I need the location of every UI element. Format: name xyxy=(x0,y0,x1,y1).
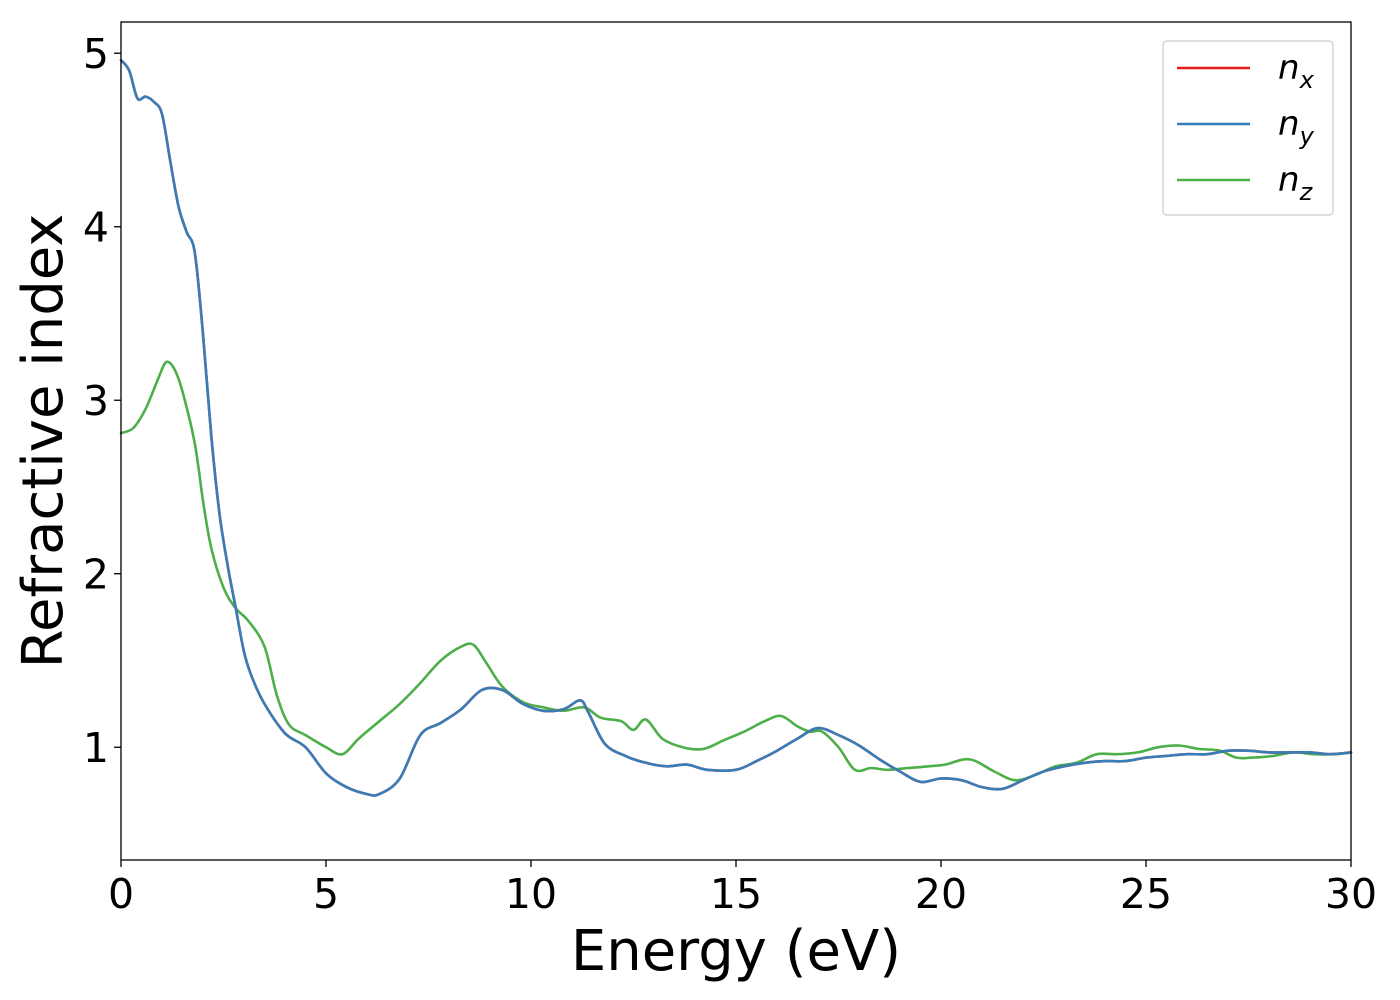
series-layer xyxy=(119,58,1353,797)
legend-label-main: n xyxy=(1278,160,1300,200)
plot-frame xyxy=(120,21,1352,861)
y-tick-label: 5 xyxy=(83,30,109,78)
legend-label-n-x: nx xyxy=(1278,48,1315,94)
x-tick-label: 0 xyxy=(108,870,134,918)
legend-label-subscript: x xyxy=(1299,66,1315,94)
series-line-n-z xyxy=(119,360,1353,782)
y-tick-label: 2 xyxy=(83,551,109,599)
x-tick-label: 20 xyxy=(915,870,967,918)
y-axis-ticks: 1 2 3 4 5 xyxy=(83,30,121,772)
y-tick-label: 1 xyxy=(83,724,109,772)
x-tick-label: 15 xyxy=(710,870,762,918)
y-axis-title: Refractive index xyxy=(11,214,76,669)
x-axis-ticks: 0 5 10 15 20 25 30 xyxy=(108,860,1377,918)
legend-label-n-y: ny xyxy=(1278,104,1315,150)
x-tick-label: 5 xyxy=(313,870,339,918)
y-tick-label: 4 xyxy=(83,204,109,252)
legend-label-subscript: z xyxy=(1299,178,1314,206)
x-tick-label: 10 xyxy=(505,870,557,918)
legend-label-n-z: nz xyxy=(1278,160,1314,206)
x-tick-label: 25 xyxy=(1120,870,1172,918)
legend-label-subscript: y xyxy=(1299,122,1315,150)
x-axis-title: Energy (eV) xyxy=(571,919,901,984)
legend-box xyxy=(1162,40,1334,216)
y-tick-label: 3 xyxy=(83,377,109,425)
legend-label-main: n xyxy=(1278,104,1300,144)
series-line-n-y xyxy=(119,58,1353,797)
x-tick-label: 30 xyxy=(1325,870,1377,918)
legend-label-main: n xyxy=(1278,48,1300,88)
